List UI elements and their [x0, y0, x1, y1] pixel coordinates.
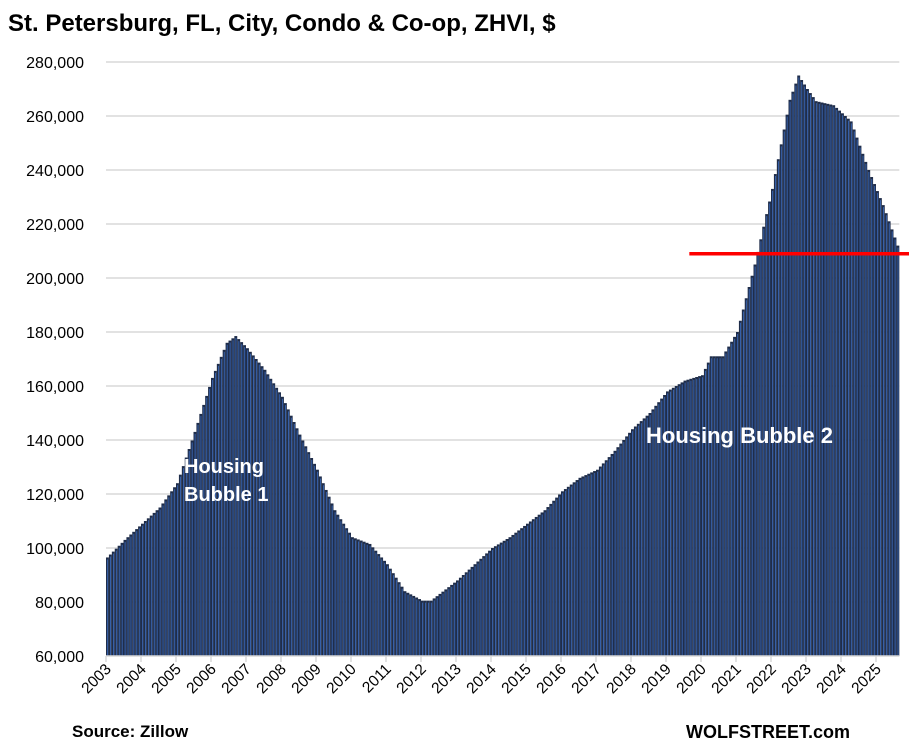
x-tick-label: 2018 [603, 661, 639, 697]
x-tick-label: 2012 [393, 661, 429, 697]
annotation-bubble-1: Bubble 1 [184, 484, 268, 506]
bars [106, 75, 900, 657]
source-label: Source: Zillow [72, 722, 189, 741]
x-tick-label: 2014 [463, 661, 500, 698]
x-tick-label: 2003 [78, 661, 114, 697]
annotation-bubble-1: Housing [184, 456, 264, 478]
y-tick-label: 200,000 [26, 271, 84, 288]
x-tick-label: 2024 [813, 661, 850, 698]
y-tick-label: 140,000 [26, 433, 84, 450]
x-tick-label: 2021 [708, 661, 744, 697]
y-tick-label: 100,000 [26, 541, 84, 558]
x-tick-label: 2015 [498, 661, 534, 697]
y-tick-label: 60,000 [35, 649, 84, 666]
y-tick-label: 160,000 [26, 379, 84, 396]
brand-label: WOLFSTREET.com [686, 722, 851, 742]
x-tick-label: 2011 [359, 661, 395, 697]
x-tick-label: 2010 [323, 661, 360, 698]
x-tick-label: 2016 [533, 661, 569, 697]
x-tick-label: 2017 [568, 661, 604, 697]
y-tick-label: 240,000 [26, 163, 84, 180]
chart: 60,000 80,000 100,000 120,000 140,000 160,000… [26, 55, 909, 698]
x-tick-label: 2019 [638, 661, 674, 697]
y-axis-ticks: 60,000 80,000 100,000 120,000 140,000 160,000… [26, 55, 84, 666]
annotation-bubble-2: Housing Bubble 2 [646, 423, 833, 448]
x-tick-label: 2008 [253, 661, 289, 697]
y-tick-label: 80,000 [35, 595, 84, 612]
y-tick-label: 120,000 [26, 487, 84, 504]
chart-title: St. Petersburg, FL, City, Condo & Co-op,… [8, 10, 556, 37]
x-tick-label: 2007 [218, 661, 254, 697]
x-tick-label: 2020 [673, 661, 710, 698]
x-tick-label: 2004 [113, 661, 150, 698]
x-tick-label: 2006 [183, 661, 219, 697]
x-tick-label: 2023 [778, 661, 814, 697]
y-tick-label: 280,000 [26, 55, 84, 72]
x-tick-label: 2005 [148, 661, 184, 697]
y-tick-label: 180,000 [26, 325, 84, 342]
x-tick-label: 2022 [743, 661, 779, 697]
y-tick-label: 220,000 [26, 217, 84, 234]
x-tick-label: 2025 [848, 661, 884, 697]
y-tick-label: 260,000 [26, 109, 84, 126]
x-tick-label: 2013 [428, 661, 464, 697]
annotations: Housing Bubble 1 Housing Bubble 2 [184, 423, 833, 506]
x-tick-label: 2009 [288, 661, 324, 697]
